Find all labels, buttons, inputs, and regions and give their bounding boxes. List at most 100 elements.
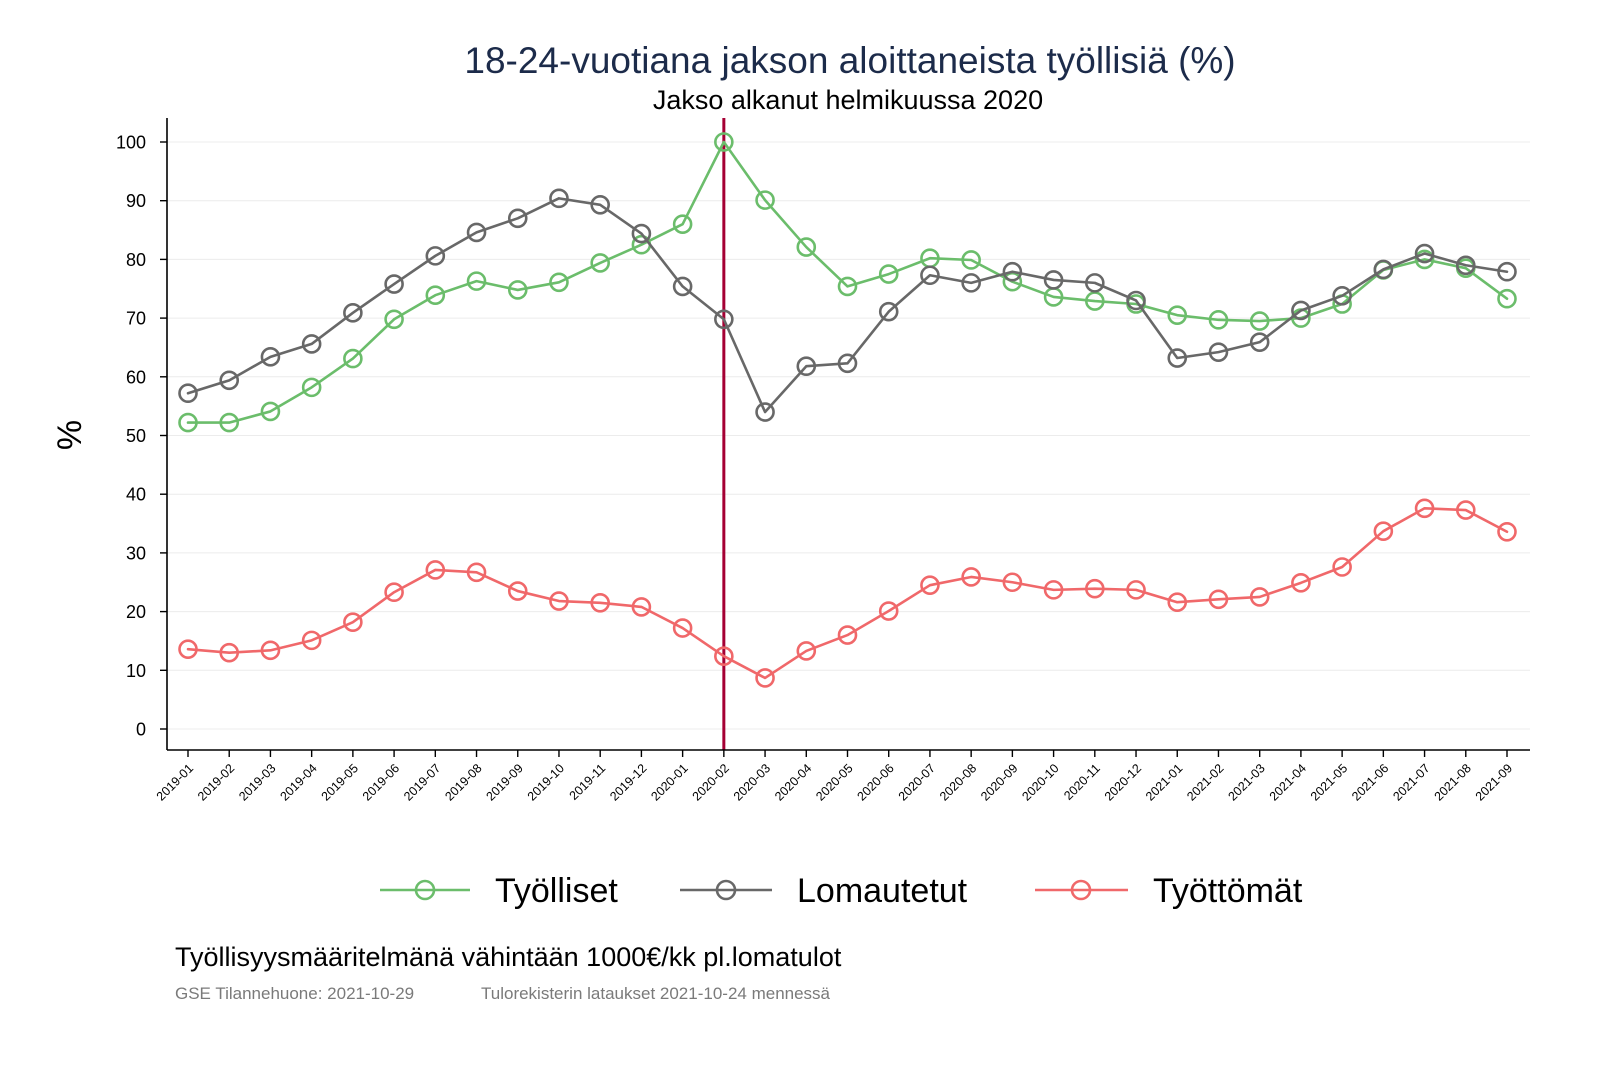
data-point bbox=[714, 646, 734, 667]
data-point bbox=[1291, 573, 1311, 593]
y-tick-label: 0 bbox=[136, 720, 146, 740]
data-point bbox=[549, 272, 569, 293]
data-point bbox=[178, 639, 198, 659]
legend-item-employed: Työlliset bbox=[380, 872, 618, 910]
data-point bbox=[425, 285, 446, 306]
data-point bbox=[631, 597, 652, 617]
data-point bbox=[301, 377, 322, 398]
data-point bbox=[1043, 270, 1064, 290]
y-tick-label: 90 bbox=[126, 191, 146, 211]
data-point bbox=[590, 253, 610, 273]
data-point bbox=[549, 591, 569, 611]
data-point bbox=[837, 353, 858, 374]
data-point bbox=[920, 265, 940, 286]
legend-swatch-marker bbox=[715, 879, 737, 901]
data-point bbox=[755, 190, 775, 210]
legend-swatch-marker bbox=[414, 879, 436, 901]
data-point bbox=[219, 642, 240, 663]
data-point bbox=[507, 208, 528, 229]
data-point bbox=[796, 641, 817, 661]
data-point bbox=[1085, 273, 1105, 293]
data-point bbox=[178, 383, 198, 404]
data-point bbox=[507, 581, 528, 601]
data-point bbox=[301, 630, 322, 651]
data-point bbox=[961, 250, 981, 270]
data-point bbox=[1249, 311, 1270, 331]
data-point bbox=[1126, 290, 1146, 311]
data-point bbox=[178, 412, 198, 433]
y-tick-label: 10 bbox=[126, 661, 146, 681]
data-point bbox=[590, 195, 610, 215]
data-point bbox=[1414, 249, 1435, 270]
data-point bbox=[343, 348, 363, 369]
data-point bbox=[384, 274, 404, 294]
data-point bbox=[466, 562, 487, 583]
footnote: Työllisyysmääritelmänä vähintään 1000€/k… bbox=[175, 942, 842, 972]
y-tick-label: 100 bbox=[116, 133, 146, 153]
data-point bbox=[1332, 285, 1352, 306]
data-point bbox=[343, 612, 363, 632]
data-point bbox=[1002, 572, 1023, 593]
data-point bbox=[755, 402, 775, 422]
data-point bbox=[1497, 288, 1517, 309]
data-point bbox=[219, 370, 240, 391]
y-tick-label: 30 bbox=[126, 543, 146, 563]
data-point bbox=[1455, 500, 1476, 520]
series-line bbox=[186, 506, 1509, 680]
data-point bbox=[1208, 589, 1229, 610]
source-updated: GSE Tilannehuone: 2021-10-29 bbox=[175, 984, 414, 1003]
data-point bbox=[1373, 259, 1394, 280]
data-point bbox=[1249, 587, 1270, 607]
series-group bbox=[178, 498, 1517, 688]
data-point bbox=[425, 246, 446, 266]
data-point bbox=[260, 347, 281, 367]
data-point bbox=[796, 356, 817, 377]
data-point bbox=[1332, 557, 1352, 577]
data-point bbox=[507, 280, 528, 300]
data-point bbox=[1167, 592, 1188, 613]
series-group bbox=[178, 188, 1517, 422]
data-point bbox=[878, 301, 899, 322]
y-axis-label: % bbox=[51, 420, 89, 450]
legend-label: Työttömät bbox=[1153, 872, 1303, 910]
data-point bbox=[1414, 498, 1435, 519]
data-point bbox=[343, 303, 363, 323]
data-point bbox=[466, 222, 487, 243]
data-point bbox=[425, 560, 446, 580]
legend-swatch-marker bbox=[1070, 879, 1092, 901]
data-point bbox=[549, 188, 569, 209]
y-tick-label: 40 bbox=[126, 485, 146, 505]
data-point bbox=[260, 401, 281, 422]
data-point bbox=[1167, 305, 1188, 325]
series-layer bbox=[178, 132, 1517, 688]
data-point bbox=[714, 309, 734, 330]
y-tick-label: 50 bbox=[126, 426, 146, 446]
chart-subtitle: Jakso alkanut helmikuussa 2020 bbox=[653, 85, 1043, 115]
data-point bbox=[1414, 243, 1435, 264]
data-point bbox=[1208, 342, 1229, 362]
data-point bbox=[1167, 348, 1188, 368]
y-tick-label: 80 bbox=[126, 250, 146, 270]
data-point bbox=[1291, 300, 1311, 321]
data-point bbox=[384, 309, 404, 330]
data-point bbox=[1002, 261, 1023, 282]
y-tick-label: 60 bbox=[126, 367, 146, 387]
y-axis: 0 10 20 30 40 50 60 70 80 90 100 bbox=[116, 133, 167, 740]
data-point bbox=[961, 567, 981, 587]
legend-label: Työlliset bbox=[495, 872, 618, 910]
data-point bbox=[1208, 310, 1229, 330]
data-point bbox=[755, 668, 775, 688]
source-data-note: Tulorekisterin lataukset 2021-10-24 menn… bbox=[481, 984, 831, 1003]
data-point bbox=[1497, 261, 1517, 282]
data-point bbox=[1455, 255, 1476, 276]
data-point bbox=[219, 412, 240, 433]
legend-label: Lomautetut bbox=[797, 872, 968, 910]
data-point bbox=[920, 575, 940, 595]
data-point bbox=[1002, 271, 1023, 292]
data-point bbox=[590, 592, 610, 613]
data-point bbox=[672, 214, 693, 234]
data-point bbox=[1497, 521, 1517, 542]
data-point bbox=[1249, 332, 1270, 352]
